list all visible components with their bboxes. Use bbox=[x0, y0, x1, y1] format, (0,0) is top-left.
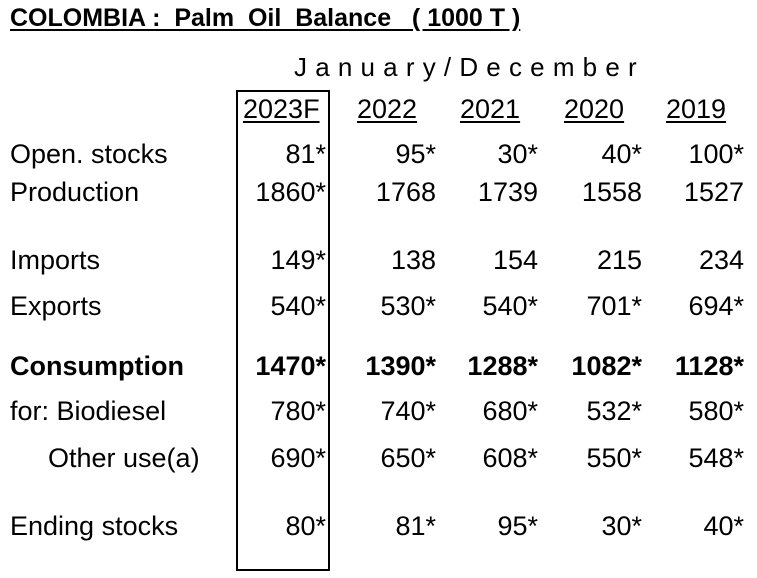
row-label-production: Production bbox=[10, 177, 140, 207]
table-cell: 1860* bbox=[255, 177, 326, 207]
table-cell: 138 bbox=[390, 245, 436, 275]
table-cell: 95* bbox=[497, 511, 538, 541]
row-label-open-stocks: Open. stocks bbox=[10, 139, 168, 169]
table-cell: 1390* bbox=[365, 351, 436, 381]
row-label-biodiesel: for: Biodiesel bbox=[10, 396, 167, 426]
table-cell: 1558 bbox=[581, 177, 642, 207]
year-header-2020: 2020 bbox=[564, 94, 625, 124]
row-label-consumption: Consumption bbox=[10, 351, 184, 381]
table-cell: 530* bbox=[380, 291, 436, 321]
table-cell: 1739 bbox=[477, 177, 538, 207]
table-cell: 540* bbox=[270, 291, 326, 321]
table-cell: 780* bbox=[270, 396, 326, 426]
row-label-imports: Imports bbox=[10, 245, 101, 275]
row-label-exports: Exports bbox=[10, 291, 102, 321]
table-cell: 30* bbox=[497, 139, 538, 169]
table-cell: 1082* bbox=[571, 351, 642, 381]
row-label-ending-stocks: Ending stocks bbox=[10, 511, 179, 541]
table-cell: 40* bbox=[703, 511, 744, 541]
table-cell: 1128* bbox=[674, 351, 744, 381]
year-header-2019: 2019 bbox=[666, 94, 727, 124]
table-cell: 694* bbox=[688, 291, 744, 321]
table-cell: 580* bbox=[688, 396, 744, 426]
table-cell: 740* bbox=[380, 396, 436, 426]
table-cell: 690* bbox=[270, 443, 326, 473]
table-cell: 540* bbox=[482, 291, 538, 321]
table-cell: 701* bbox=[586, 291, 642, 321]
year-header-2023f: 2023F bbox=[243, 94, 320, 124]
year-header-2022: 2022 bbox=[357, 94, 418, 124]
table-cell: 1288* bbox=[467, 351, 538, 381]
table-cell: 95* bbox=[395, 139, 436, 169]
table-cell: 81* bbox=[285, 139, 326, 169]
table-cell: 1527 bbox=[683, 177, 744, 207]
table-cell: 1768 bbox=[375, 177, 436, 207]
period-label: January/December bbox=[294, 52, 645, 82]
table-cell: 680* bbox=[482, 396, 538, 426]
table-cell: 234 bbox=[698, 245, 744, 275]
table-cell: 650* bbox=[380, 443, 436, 473]
page-title: COLOMBIA : Palm Oil Balance ( 1000 T ) bbox=[10, 4, 521, 32]
table-cell: 215 bbox=[596, 245, 642, 275]
table-cell: 154 bbox=[492, 245, 538, 275]
table-cell: 100* bbox=[688, 139, 744, 169]
table-cell: 532* bbox=[586, 396, 642, 426]
table-cell: 1470* bbox=[255, 351, 326, 381]
year-header-2021: 2021 bbox=[460, 94, 521, 124]
table-cell: 548* bbox=[688, 443, 744, 473]
table-cell: 30* bbox=[601, 511, 642, 541]
table-cell: 149* bbox=[270, 245, 326, 275]
table-cell: 608* bbox=[482, 443, 538, 473]
table-cell: 80* bbox=[285, 511, 326, 541]
table-cell: 40* bbox=[601, 139, 642, 169]
table-cell: 81* bbox=[395, 511, 436, 541]
row-label-other-use: Other use(a) bbox=[48, 443, 200, 473]
table-cell: 550* bbox=[586, 443, 642, 473]
forecast-column-highlight bbox=[236, 90, 330, 571]
